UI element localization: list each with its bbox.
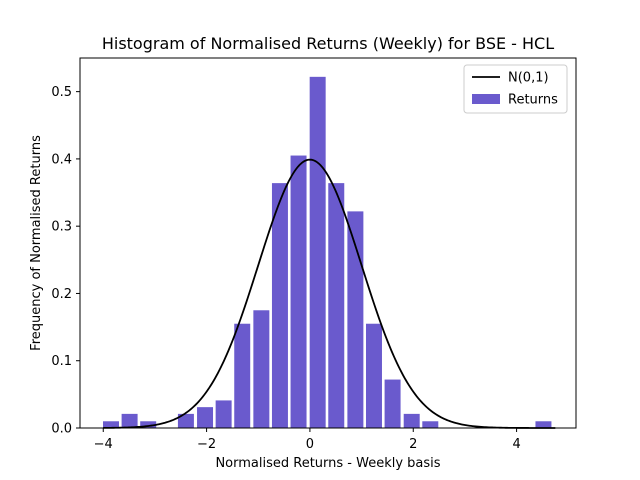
- x-axis-label: Normalised Returns - Weekly basis: [215, 456, 440, 471]
- histogram-bar-8: [253, 310, 270, 428]
- histogram-bar-9: [271, 183, 288, 428]
- y-tick-label: 0.2: [51, 287, 72, 302]
- y-tick-label: 0.0: [51, 422, 72, 437]
- x-tick-label: 2: [409, 437, 417, 452]
- y-axis-ticks: 0.0 0.1 0.2 0.3 0.4 0.5: [51, 85, 80, 437]
- histogram-bar-10: [290, 155, 307, 428]
- y-tick-label: 0.4: [51, 152, 72, 167]
- histogram-bar-4: [177, 413, 194, 428]
- y-tick-label: 0.1: [51, 354, 72, 369]
- histogram-bar-7: [234, 323, 251, 428]
- x-tick-label: −4: [94, 437, 113, 452]
- y-tick-label: 0.3: [51, 220, 72, 235]
- y-axis-label: Frequency of Normalised Returns: [29, 135, 44, 351]
- histogram-bar-16: [403, 413, 420, 428]
- y-tick-label: 0.5: [51, 85, 72, 100]
- normal-curve: [103, 158, 556, 429]
- histogram-bar-2: [140, 421, 157, 428]
- histogram-bar-1: [121, 413, 138, 428]
- x-axis-ticks: −4 −2 0 2 4: [94, 428, 521, 452]
- legend-swatch-patch: [472, 94, 500, 104]
- chart-title: Histogram of Normalised Returns (Weekly)…: [102, 34, 554, 53]
- histogram-bar-12: [328, 183, 345, 428]
- legend: N(0,1) Returns: [463, 64, 568, 114]
- histogram-bar-14: [365, 323, 382, 428]
- x-tick-label: 0: [306, 437, 314, 452]
- histogram-bar-6: [215, 400, 232, 428]
- histogram-bar-18: [535, 421, 552, 428]
- histogram-bar-11: [309, 76, 326, 428]
- legend-label: Returns: [508, 93, 558, 108]
- histogram-bar-13: [347, 211, 364, 428]
- histogram-bar-5: [197, 407, 214, 428]
- bars-group: [103, 76, 552, 428]
- histogram-bar-15: [384, 379, 401, 428]
- x-tick-label: 4: [512, 437, 520, 452]
- histogram-bar-0: [103, 421, 119, 428]
- x-tick-label: −2: [197, 437, 216, 452]
- legend-label: N(0,1): [508, 71, 549, 86]
- plot-frame: [79, 57, 577, 429]
- histogram-bar-17: [422, 421, 439, 428]
